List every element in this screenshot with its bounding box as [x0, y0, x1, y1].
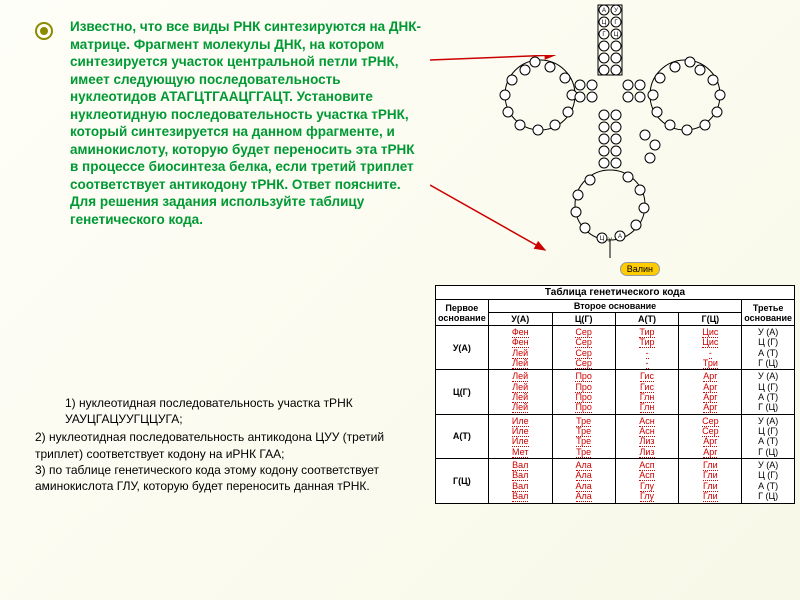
col2-header: Второе основание	[488, 300, 742, 313]
cell: ЦисЦис-Три	[679, 326, 742, 370]
svg-text:Ц: Ц	[600, 236, 605, 242]
answers-block: 1) нуклеотидная последовательность участ…	[35, 395, 430, 494]
header-u: У(А)	[488, 313, 552, 326]
main-problem-text: Известно, что все виды РНК синтезируются…	[70, 18, 425, 229]
header-a: А(Т)	[615, 313, 679, 326]
col3-header: Третье основание	[742, 300, 795, 326]
answer-2: 2) нуклеотидная последовательность антик…	[35, 429, 430, 461]
third-base: У (А)Ц (Г)А (Т)Г (Ц)	[742, 370, 795, 414]
cell: ТреТреТреТре	[552, 414, 615, 458]
cell: СерСерСерСер	[552, 326, 615, 370]
row-base: Г(Ц)	[436, 459, 489, 503]
row-base: А(Т)	[436, 414, 489, 458]
row-base: У(А)	[436, 326, 489, 370]
third-base: У (А)Ц (Г)А (Т)Г (Ц)	[742, 414, 795, 458]
cell: ИлеИлеИлеМет	[488, 414, 552, 458]
table-title: Таблица генетического кода	[436, 286, 795, 300]
third-base: У (А)Ц (Г)А (Т)Г (Ц)	[742, 459, 795, 503]
svg-text:У: У	[614, 8, 618, 14]
svg-text:А: А	[602, 8, 606, 14]
svg-text:Ц: Ц	[614, 32, 619, 38]
cell: ФенФенЛейЛей	[488, 326, 552, 370]
cell: СерСерАргАрг	[679, 414, 742, 458]
cell: ТирТир--	[615, 326, 679, 370]
answer-1: 1) нуклеотидная последовательность участ…	[65, 395, 430, 427]
genetic-code-table: Таблица генетического кода Первое основа…	[435, 285, 795, 504]
valin-label: Валин	[620, 262, 660, 276]
cell: АргАргАргАрг	[679, 370, 742, 414]
header-c: Ц(Г)	[552, 313, 615, 326]
cell: ПроПроПроПро	[552, 370, 615, 414]
bullet-icon	[35, 22, 53, 40]
cell: ГисГисГлнГлн	[615, 370, 679, 414]
cell: ЛейЛейЛейЛей	[488, 370, 552, 414]
trna-diagram: АУ ЦГ ГЦ ЦАУ	[450, 0, 770, 280]
cell: АлаАлаАлаАла	[552, 459, 615, 503]
row-base: Ц(Г)	[436, 370, 489, 414]
cell: АснАснЛизЛиз	[615, 414, 679, 458]
header-g: Г(Ц)	[679, 313, 742, 326]
third-base: У (А)Ц (Г)А (Т)Г (Ц)	[742, 326, 795, 370]
cell: ГлиГлиГлиГли	[679, 459, 742, 503]
svg-text:А: А	[618, 234, 622, 240]
svg-text:Ц: Ц	[602, 20, 607, 26]
cell: ВалВалВалВал	[488, 459, 552, 503]
answer-3: 3) по таблице генетического кода этому к…	[35, 462, 430, 494]
col1-header: Первое основание	[436, 300, 489, 326]
cell: АспАспГлуГлу	[615, 459, 679, 503]
svg-text:У: У	[608, 238, 612, 244]
